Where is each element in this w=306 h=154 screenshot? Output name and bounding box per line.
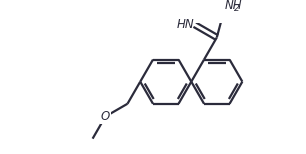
Text: 2: 2 <box>234 4 239 13</box>
Text: HN: HN <box>176 18 194 31</box>
Text: NH: NH <box>224 0 242 12</box>
Text: O: O <box>101 110 110 123</box>
